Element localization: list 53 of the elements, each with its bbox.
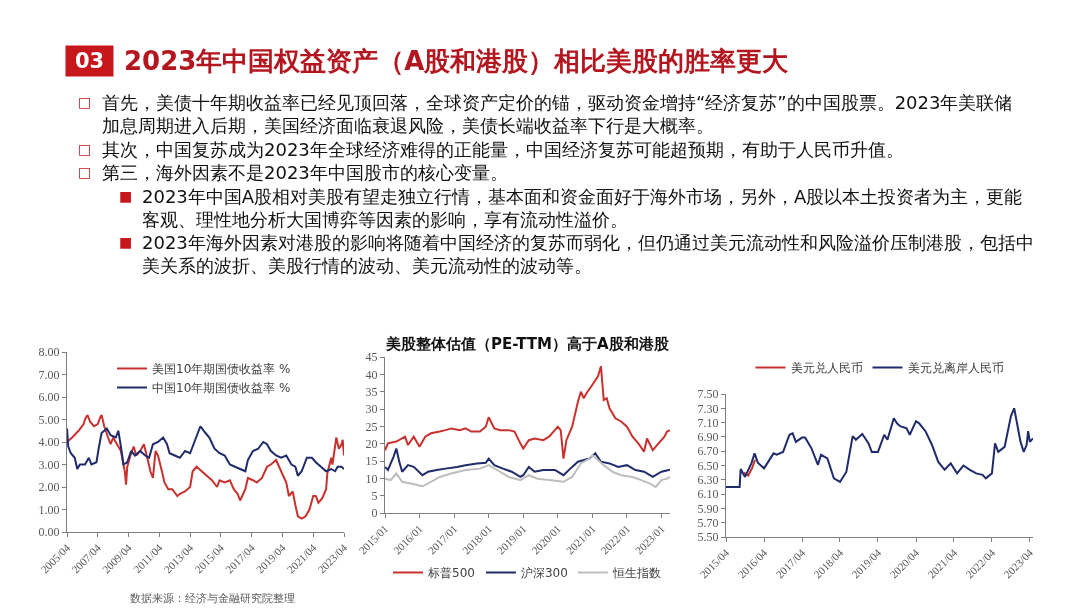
- y-tick-label: 35: [365, 384, 378, 399]
- line-series: [385, 365, 670, 460]
- y-tick-label: 6.70: [697, 444, 719, 459]
- y-tick-label: 0.00: [38, 525, 60, 540]
- y-tick-label: 5.00: [38, 412, 60, 427]
- y-tick-label: 8.00: [38, 345, 60, 360]
- y-tick-label: 2.00: [38, 480, 60, 495]
- legend-label: 沪深300: [520, 566, 568, 581]
- y-tick-label: 3.00: [38, 457, 60, 472]
- y-tick-label: 6.10: [697, 487, 719, 502]
- y-tick-label: 25: [365, 419, 378, 434]
- y-tick-label: 7.30: [697, 401, 719, 416]
- y-tick-label: 6.30: [697, 473, 719, 487]
- legend-label: 美元兑人民币: [790, 361, 863, 376]
- text: □ 其次，中国复苏成为2023年全球经济难得的正能量，中国经济复苏可能超预期，有助于人民币升值。: [78, 139, 904, 160]
- y-tick-label: 6.90: [697, 430, 719, 445]
- text: □ 第三，海外因素不是2023年中国股市的核心变量。: [78, 162, 508, 183]
- y-tick-label: 5: [371, 488, 378, 503]
- y-tick-label: 4.00: [38, 435, 60, 450]
- text: 03: [74, 49, 105, 73]
- y-tick-label: 10: [365, 471, 378, 486]
- line-series: [742, 458, 757, 477]
- text: ■ 2023年中国A股相对美股有望走独立行情，基本面和资金面好于海外市场，另外，A股以本土投资者为主，更能客观、理性地分析大国博弈等因素的影响，享有流动性溢价。: [119, 186, 1023, 231]
- line-series: [385, 454, 670, 488]
- y-tick-label: 7.00: [38, 367, 60, 382]
- text: ■ 2023年海外因素对港股的影响将随着中国经济的复苏而弱化，但仍通过美元流动性和风险溢价压制港股，包括中美关系的波折、美股行情的波动、美元流动性的波动等。: [119, 232, 1034, 277]
- y-tick-label: 1.00: [38, 502, 60, 517]
- legend-label: 恒生指数: [611, 566, 661, 581]
- legend-label: 中国10年期国债收益率 %: [152, 381, 291, 396]
- chart-title: 美股整体估值（PE-TTM）高于A股和港股: [385, 335, 670, 353]
- y-tick-label: 40: [365, 367, 378, 382]
- legend-label: 美元兑离岸人民币: [907, 361, 1004, 376]
- line-series: [726, 407, 1033, 488]
- y-tick-label: 45: [365, 350, 378, 365]
- text: 2023年中国权益资产（A股和港股）相比美股的胜率更大: [124, 46, 790, 76]
- y-tick-label: 5.70: [697, 515, 719, 530]
- source-note: 数据来源：经济与金融研究院整理: [130, 592, 295, 605]
- y-tick-label: 7.50: [697, 387, 719, 402]
- y-tick-label: 20: [365, 436, 378, 451]
- legend-label: 美国10年期国债收益率 %: [152, 362, 291, 377]
- y-tick-label: 6.50: [697, 458, 719, 473]
- y-tick-label: 6.00: [38, 390, 60, 405]
- line-series: [385, 447, 670, 478]
- line-series: [67, 414, 344, 520]
- y-tick-label: 30: [365, 402, 378, 417]
- legend-label: 标普500: [427, 566, 475, 581]
- line-series: [67, 425, 344, 477]
- y-tick-label: 0: [371, 506, 378, 521]
- y-tick-label: 5.50: [697, 530, 719, 545]
- y-tick-label: 15: [365, 454, 378, 469]
- text: □ 首先，美债十年期收益率已经见顶回落，全球资产定价的锚，驱动资金增持“经济复苏”的中国股票。2023年美联储加息周期进入后期，美国经济面临衰退风险，美债长端收益率下行是大概率。: [78, 92, 1013, 137]
- y-tick-label: 7.10: [697, 415, 719, 430]
- y-tick-label: 5.90: [697, 501, 719, 516]
